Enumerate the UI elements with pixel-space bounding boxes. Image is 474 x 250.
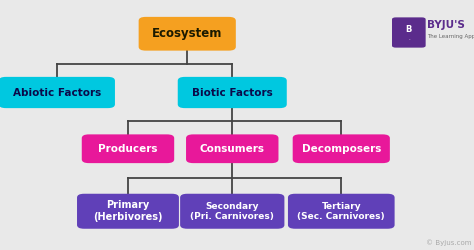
Text: Consumers: Consumers bbox=[200, 144, 265, 154]
FancyBboxPatch shape bbox=[180, 194, 284, 229]
Text: Secondary
(Pri. Carnivores): Secondary (Pri. Carnivores) bbox=[191, 202, 274, 221]
FancyBboxPatch shape bbox=[178, 77, 287, 108]
FancyBboxPatch shape bbox=[186, 134, 278, 163]
FancyBboxPatch shape bbox=[292, 134, 390, 163]
FancyBboxPatch shape bbox=[138, 17, 236, 50]
Text: Ecosystem: Ecosystem bbox=[152, 27, 222, 40]
Text: B: B bbox=[406, 26, 412, 35]
Text: .: . bbox=[408, 36, 410, 41]
FancyBboxPatch shape bbox=[392, 18, 426, 48]
Text: © Byjus.com: © Byjus.com bbox=[426, 240, 472, 246]
Text: Tertiary
(Sec. Carnivores): Tertiary (Sec. Carnivores) bbox=[298, 202, 385, 221]
Text: Primary
(Herbivores): Primary (Herbivores) bbox=[93, 200, 163, 222]
Text: Decomposers: Decomposers bbox=[301, 144, 381, 154]
Text: BYJU'S: BYJU'S bbox=[427, 20, 465, 30]
FancyBboxPatch shape bbox=[288, 194, 394, 229]
Text: Abiotic Factors: Abiotic Factors bbox=[13, 88, 101, 98]
Text: The Learning App: The Learning App bbox=[427, 34, 474, 39]
FancyBboxPatch shape bbox=[0, 77, 115, 108]
Text: Biotic Factors: Biotic Factors bbox=[192, 88, 273, 98]
FancyBboxPatch shape bbox=[77, 194, 179, 229]
FancyBboxPatch shape bbox=[82, 134, 174, 163]
Text: Producers: Producers bbox=[98, 144, 158, 154]
